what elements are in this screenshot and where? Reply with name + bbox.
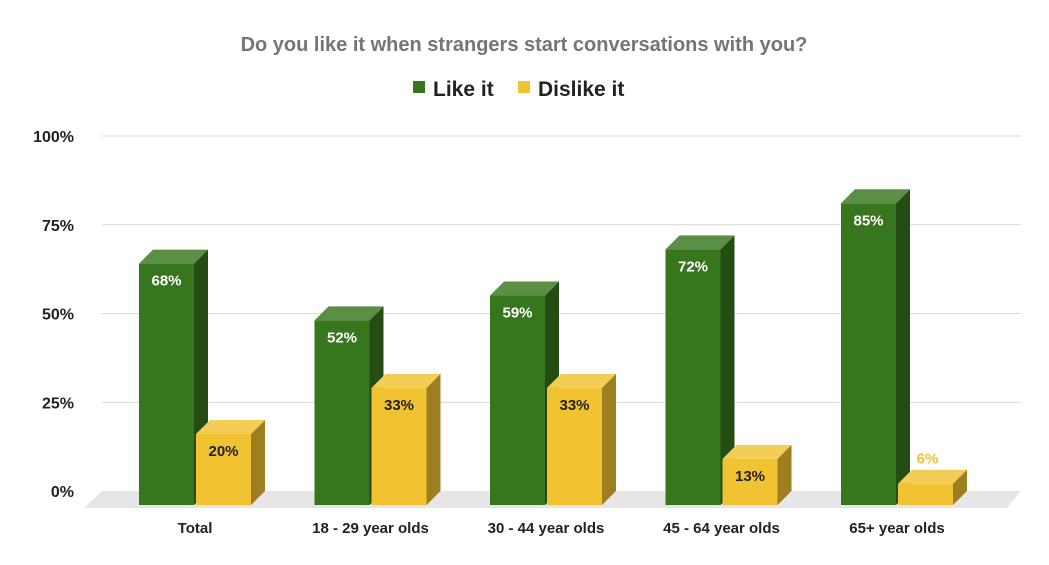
bar-front [139,263,194,505]
bar-top [371,373,441,388]
bar-dislike [547,373,616,505]
data-label: 72% [678,258,708,275]
bar-top [722,444,792,459]
data-label: 20% [208,443,238,460]
bar-side [953,469,967,505]
data-label: 33% [559,397,589,414]
bar-top [547,373,616,388]
bar-side [777,444,792,505]
data-label: 85% [853,212,883,229]
y-tick-label: 25% [42,395,74,412]
data-label: 13% [735,468,765,485]
bar-top [898,469,967,484]
legend-label-dislike: Dislike it [538,78,624,101]
legend-label-like: Like it [433,78,494,101]
bar-top [490,281,559,296]
x-tick-label: 18 - 29 year olds [312,520,429,537]
bar-front [196,434,251,505]
legend-swatch-dislike [518,81,530,93]
bar-front [665,249,721,505]
x-tick-label: Total [178,520,213,537]
bar-side [602,373,616,505]
bar-front [898,483,953,505]
data-label: 6% [917,451,939,468]
bar-like [665,235,735,505]
bar-front [841,203,896,505]
legend-swatch-like [413,81,425,93]
bar-top [314,306,384,321]
bar-top [196,420,265,434]
bar-front [371,387,427,505]
y-tick-label: 50% [42,307,74,324]
y-tick-label: 100% [33,129,74,146]
data-label: 68% [151,273,181,290]
x-tick-label: 30 - 44 year olds [488,520,605,537]
bars: 68% 20% 52% 33% 59% 33% 72% 13% 85% 6% [139,189,967,505]
legend: Like it Dislike it [413,78,624,101]
bar-like [841,189,910,505]
y-tick-label: 75% [42,218,74,235]
bar-side [720,235,735,505]
data-label: 52% [327,329,357,346]
y-axis: 0% 25% 50% 75% 100% [33,129,74,501]
data-label: 59% [502,305,532,322]
bar-front [722,458,778,505]
bar-dislike [898,469,967,505]
y-tick-label: 0% [51,484,74,501]
x-axis: Total 18 - 29 year olds 30 - 44 year olds 4… [178,520,945,537]
chart-title: Do you like it when strangers start conv… [241,34,808,56]
bar-front [490,295,545,505]
bar-dislike [371,373,441,505]
x-tick-label: 45 - 64 year olds [663,520,780,537]
bar-side [896,189,910,505]
bar-side [426,373,441,505]
bar-top [665,235,735,250]
bar-top [139,249,208,264]
bar-top [841,189,910,204]
x-tick-label: 65+ year olds [849,520,944,537]
bar-dislike [722,444,792,505]
bar-side [251,420,265,505]
bar-front [314,320,370,505]
bar-dislike [196,420,265,505]
data-label: 33% [384,397,414,414]
bar-front [547,387,602,505]
